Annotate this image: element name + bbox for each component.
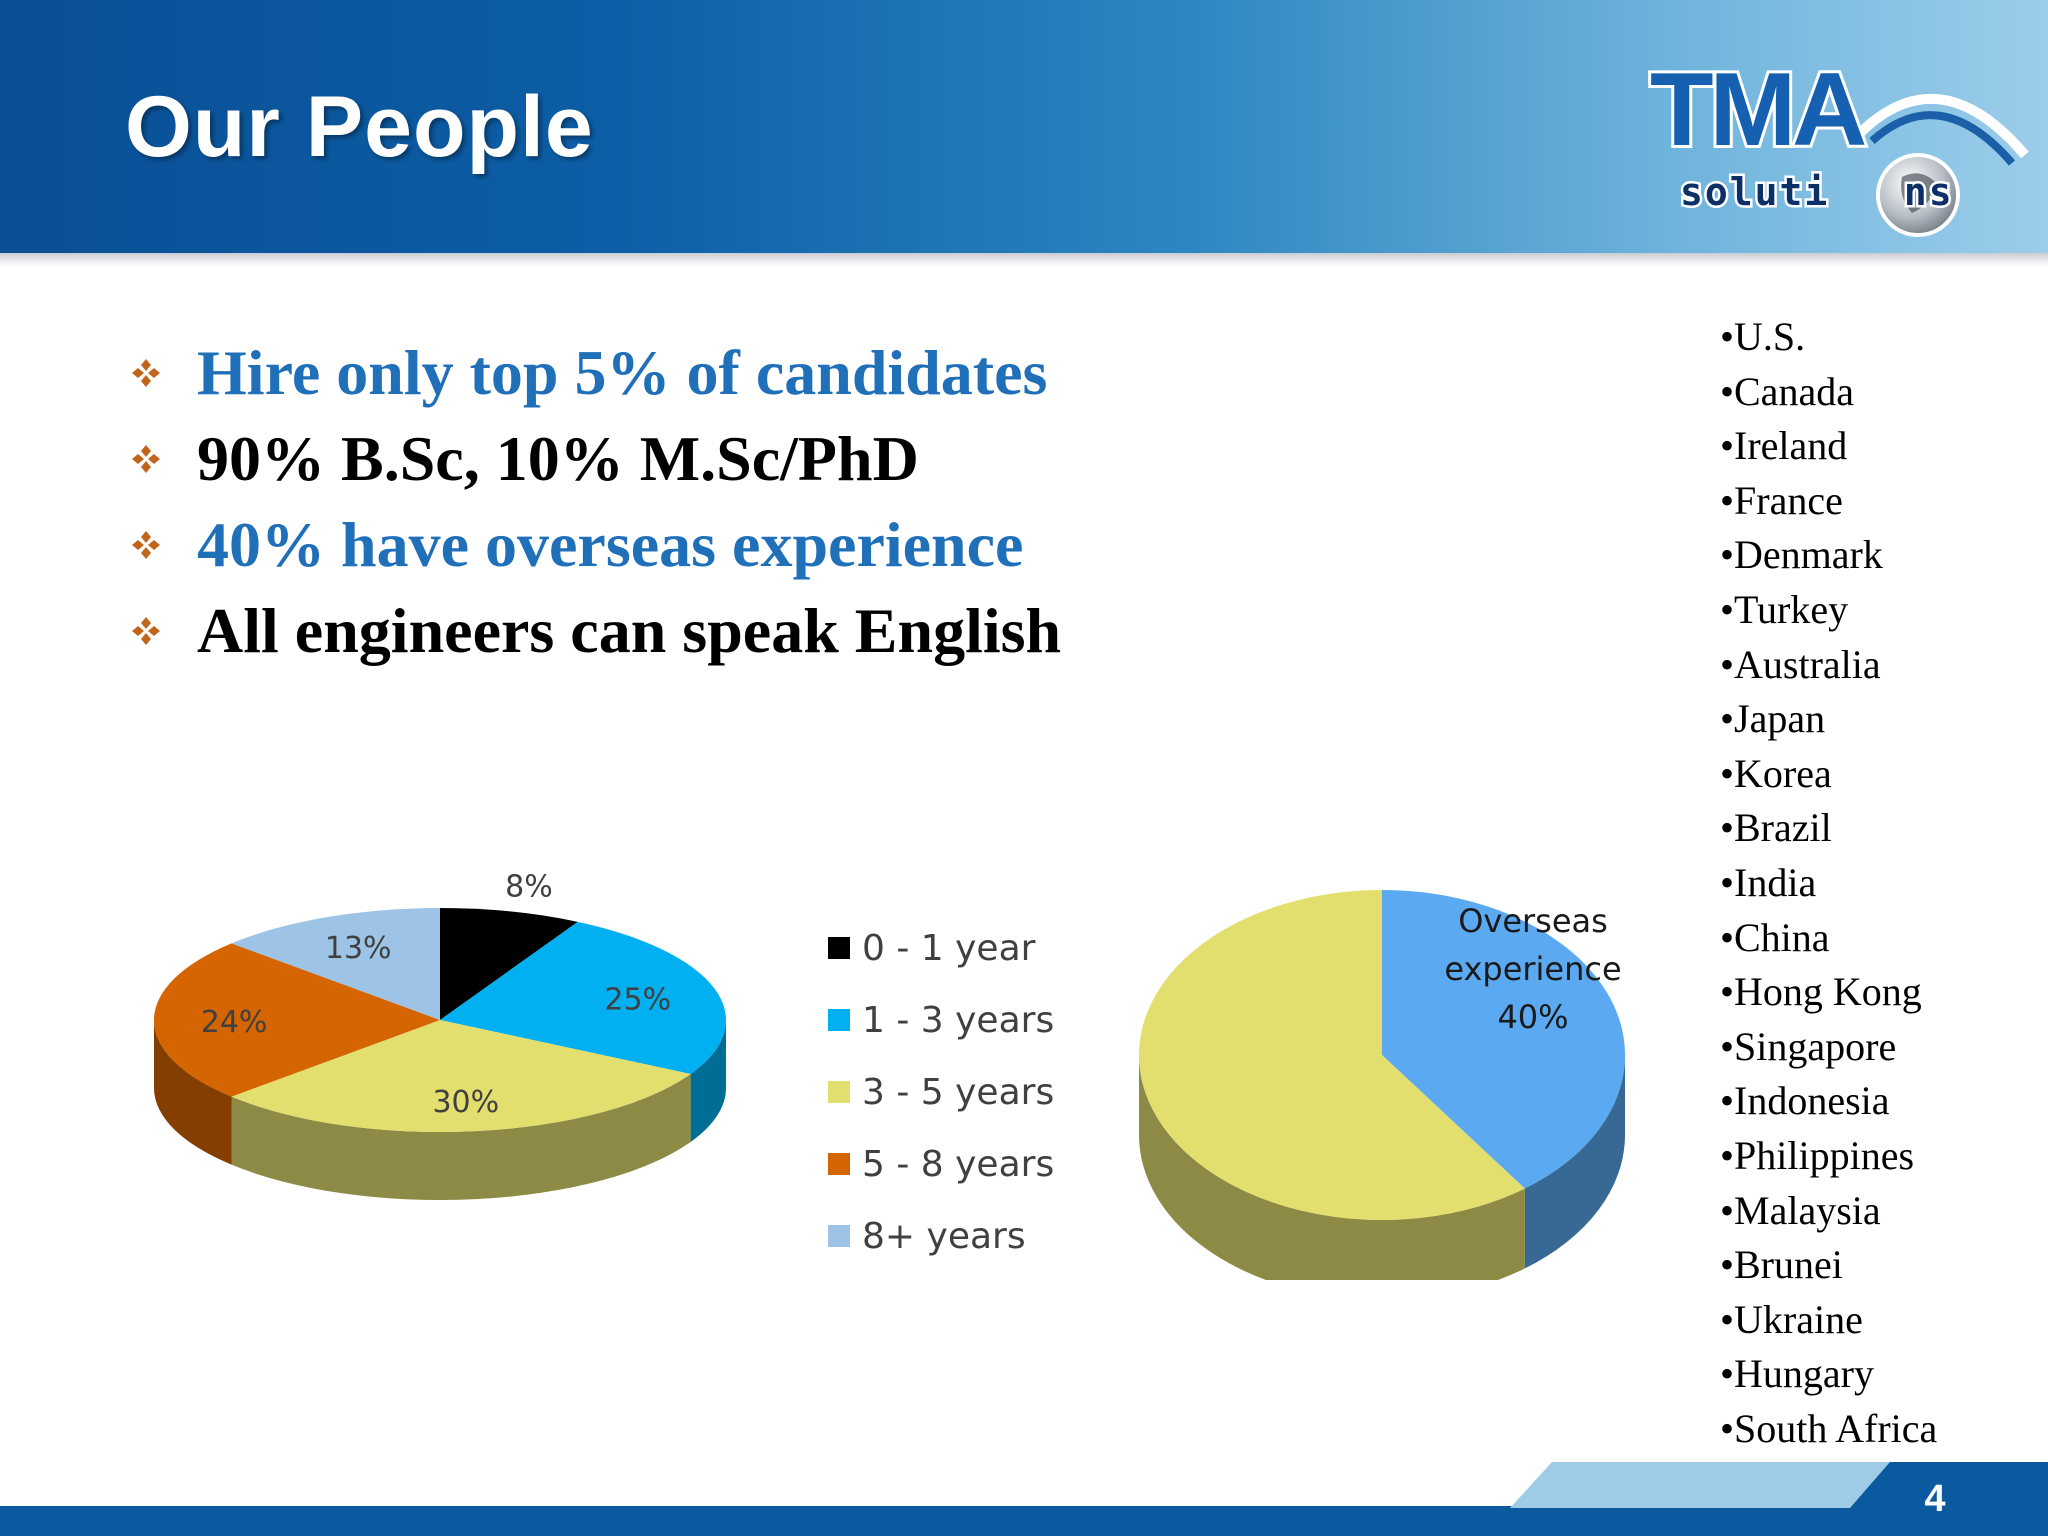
country-item: •Singapore bbox=[1720, 1023, 1897, 1069]
country-item: •U.S. bbox=[1720, 314, 1806, 359]
key-points-list: Hire only top 5% of candidates 90% B.Sc,… bbox=[125, 330, 1061, 674]
footer-accent bbox=[1510, 1462, 2048, 1508]
legend-label: 3 - 5 years bbox=[862, 1071, 1055, 1113]
pie-slice bbox=[1382, 890, 1625, 1189]
country-list: •U.S. •Canada •Ireland •France •Denmark … bbox=[1720, 310, 1937, 1456]
legend-label: 0 - 1 year bbox=[862, 927, 1036, 969]
bullet-text: 90% B.Sc, 10% M.Sc/PhD bbox=[197, 423, 919, 494]
country-item: •Philippines bbox=[1720, 1132, 1915, 1178]
data-label: 40% bbox=[1497, 998, 1568, 1036]
data-label: 25% bbox=[604, 983, 671, 1018]
legend-swatch bbox=[828, 1153, 850, 1175]
header-divider bbox=[0, 253, 2048, 267]
pie-slice bbox=[231, 1020, 691, 1132]
country-item: •Ukraine bbox=[1720, 1296, 1863, 1342]
page-number: 4 bbox=[1924, 1478, 1946, 1520]
legend-label: 5 - 8 years bbox=[862, 1143, 1055, 1185]
bullet-item: Hire only top 5% of candidates bbox=[125, 330, 1061, 416]
bullet-text: All engineers can speak English bbox=[197, 595, 1062, 666]
bullet-item: 40% have overseas experience bbox=[125, 502, 1061, 588]
country-item: •Indonesia bbox=[1720, 1078, 1890, 1124]
diamond-bullet-icon bbox=[125, 502, 197, 588]
experience-years-pie-chart: 8% 25% 30% 24% 13% bbox=[154, 869, 726, 1200]
pie-slice bbox=[440, 908, 578, 1020]
data-label: experience bbox=[1444, 950, 1621, 988]
chart-legend: 0 - 1 year 1 - 3 years 3 - 5 years 5 - 8… bbox=[828, 912, 1054, 1272]
pie-slice-side bbox=[1139, 1055, 1525, 1280]
legend-label: 8+ years bbox=[862, 1215, 1026, 1257]
diamond-bullet-icon bbox=[125, 588, 197, 674]
bullet-item: All engineers can speak English bbox=[125, 588, 1061, 674]
bullet-item: 90% B.Sc, 10% M.Sc/PhD bbox=[125, 416, 1061, 502]
pie-slice-side bbox=[231, 1073, 691, 1200]
legend-item: 1 - 3 years bbox=[828, 984, 1054, 1056]
country-item: •Hungary bbox=[1720, 1351, 1874, 1397]
country-item: •Brunei bbox=[1720, 1242, 1843, 1288]
country-item: •France bbox=[1720, 477, 1843, 523]
country-item: •Turkey bbox=[1720, 586, 1849, 632]
data-label: 24% bbox=[201, 1005, 268, 1040]
footer-bar bbox=[0, 1506, 2048, 1536]
legend-item: 0 - 1 year bbox=[828, 912, 1054, 984]
country-item: •China bbox=[1720, 914, 1830, 960]
overseas-experience-pie-chart: Overseas experience 40% bbox=[1139, 890, 1625, 1280]
diamond-bullet-icon bbox=[125, 416, 197, 502]
svg-text:TMA: TMA bbox=[1650, 52, 1865, 168]
legend-swatch bbox=[828, 1009, 850, 1031]
legend-swatch bbox=[828, 1081, 850, 1103]
legend-item: 5 - 8 years bbox=[828, 1128, 1054, 1200]
diamond-bullet-icon bbox=[125, 330, 197, 416]
country-item: •Hong Kong bbox=[1720, 969, 1922, 1015]
slide-header bbox=[0, 0, 2048, 253]
bullet-text: 40% have overseas experience bbox=[197, 509, 1024, 580]
legend-label: 1 - 3 years bbox=[862, 999, 1055, 1041]
tma-solutions-logo: TMA soluti ns bbox=[1647, 49, 2029, 237]
country-item: •Denmark bbox=[1720, 532, 1883, 578]
country-item: •South Africa bbox=[1720, 1405, 1938, 1451]
pie-slice-side bbox=[690, 1020, 726, 1142]
country-item: •Australia bbox=[1720, 641, 1881, 687]
pie-slice-side bbox=[154, 1020, 232, 1165]
country-item: •Korea bbox=[1720, 750, 1832, 796]
legend-item: 3 - 5 years bbox=[828, 1056, 1054, 1128]
svg-text:soluti ns: soluti ns bbox=[1680, 170, 1954, 214]
country-item: •India bbox=[1720, 859, 1817, 905]
data-label: 8% bbox=[505, 869, 553, 904]
legend-swatch bbox=[828, 937, 850, 959]
bullet-text: Hire only top 5% of candidates bbox=[197, 337, 1048, 408]
country-item: •Ireland bbox=[1720, 423, 1848, 469]
pie-slice bbox=[231, 908, 440, 1020]
country-item: •Canada bbox=[1720, 368, 1854, 414]
legend-swatch bbox=[828, 1225, 850, 1247]
country-item: •Malaysia bbox=[1720, 1187, 1881, 1233]
slide-title: Our People bbox=[125, 79, 594, 175]
legend-item: 8+ years bbox=[828, 1200, 1054, 1272]
pie-slice bbox=[1139, 890, 1525, 1220]
data-label: Overseas bbox=[1458, 902, 1608, 940]
data-label: 13% bbox=[325, 931, 392, 966]
data-label: 30% bbox=[432, 1085, 499, 1120]
country-item: •Brazil bbox=[1720, 805, 1832, 851]
pie-slice bbox=[440, 921, 726, 1074]
country-item: •Japan bbox=[1720, 696, 1826, 742]
pie-slice-side bbox=[1524, 1055, 1625, 1269]
pie-slice bbox=[154, 943, 440, 1097]
